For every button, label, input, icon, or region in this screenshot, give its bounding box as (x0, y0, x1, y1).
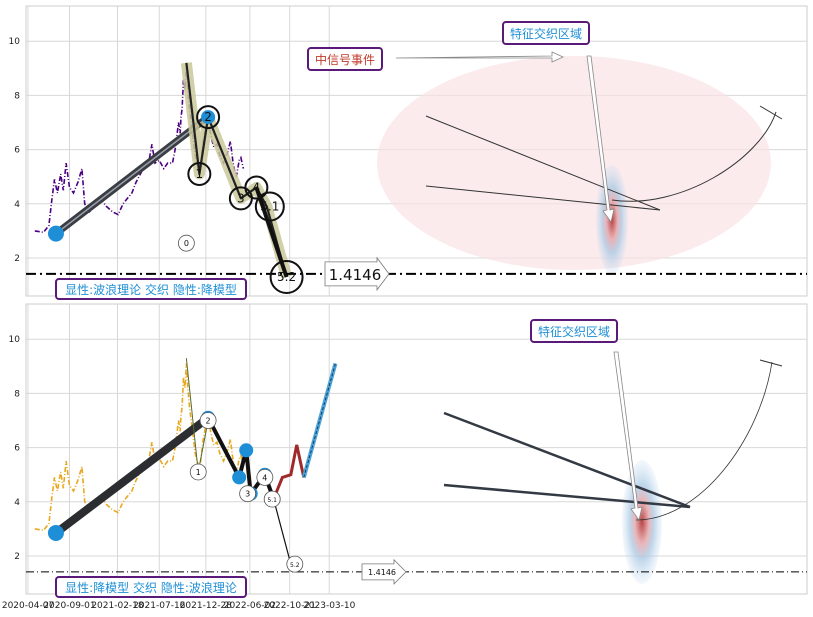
bottom-wave-marker-label: 0 (184, 239, 189, 248)
bottom-support: 1.4146 (26, 558, 807, 585)
bottom-wave-marker-label: 2 (206, 417, 211, 426)
top-wave-marker-ring (244, 175, 269, 200)
bottom-x-tick-label: 2021-12-28 (180, 601, 233, 611)
bot-y-tick-label: 8 (14, 389, 20, 399)
bottom-plot-frame (25, 303, 808, 595)
bot-support-arrow (361, 558, 407, 585)
top-wave-marker-ring (196, 105, 221, 130)
top-main-trend-highlight (55, 116, 209, 235)
bottom-wave-marker-label: 5.2 (290, 562, 300, 569)
bottom-y-ticks: 2 4 6 8 10 (9, 335, 21, 562)
bottom-red-projection (272, 444, 306, 500)
bottom-wave-marker-ring (263, 490, 281, 508)
bottom-x-tick-label: 2021-07-16 (133, 601, 186, 611)
bot-y-tick-label: 6 (14, 444, 20, 454)
top-wave-marker-label: 2 (204, 110, 212, 124)
bottom-x-tick-label: 2021-02-18 (91, 601, 144, 611)
bottom-blue-point (232, 470, 247, 485)
top-target-glow (596, 165, 628, 275)
top-zone-arrow (586, 55, 615, 223)
top-wave-marker-ring (187, 161, 212, 186)
top-peak-point (201, 110, 216, 125)
bottom-wave-marker-label: 3 (245, 490, 250, 499)
bottom-x-tick-label: 2022-10-21 (264, 601, 316, 611)
bottom-x-tick-label: 2020-04-07 (2, 601, 54, 611)
bottom-target-glow (622, 460, 662, 584)
top-support: 1.4146 (26, 256, 807, 292)
top-y-tick-label: 8 (14, 91, 20, 101)
bottom-x-tick-label: 2020-09-01 (43, 601, 95, 611)
bottom-projection-cap (759, 359, 783, 367)
bottom-wave-marker-ring (189, 463, 207, 481)
top-projection-arc (611, 111, 777, 202)
bottom-x-tick-label: 2023-03-10 (303, 601, 356, 611)
top-legend-label: 显性:波浪理论 交织 隐性:降模型 (65, 282, 237, 297)
top-projection-cap (759, 105, 783, 120)
bottom-annotations (443, 351, 783, 521)
bottom-blue-projection (301, 363, 338, 478)
top-y-tick-label: 10 (9, 37, 21, 47)
top-support-arrow (324, 256, 390, 292)
bottom-x-ticks: 2020-04-072020-09-012021-02-182021-07-16… (2, 601, 356, 611)
top-annotations (395, 51, 783, 223)
top-support-value: 1.4146 (329, 266, 382, 284)
bot-y-tick-label: 10 (9, 335, 21, 345)
top-support-trend-line (425, 185, 661, 211)
bottom-projection (272, 363, 338, 500)
bot-support-value: 1.4146 (368, 568, 396, 577)
bottom-support-trend-line (443, 483, 691, 509)
bot-y-tick-label: 4 (14, 498, 20, 508)
bottom-projection-arc (635, 361, 773, 521)
top-y-tick-label: 4 (14, 200, 20, 210)
top-y-tick-label: 6 (14, 146, 20, 156)
bottom-x-tick-label: 2022-06-02 (224, 601, 276, 611)
top-y-tick-label: 2 (14, 254, 20, 264)
bottom-wave-marker-ring (177, 234, 195, 252)
bottom-wave-marker-ring (199, 412, 217, 429)
bottom-zone-arrow (613, 351, 643, 521)
bottom-main-trend (51, 413, 213, 537)
bottom-wave-marker-ring (239, 485, 257, 503)
bottom-legend-label: 显性:降模型 交织 隐性:波浪理论 (65, 580, 237, 595)
bottom-wave-marker-label: 4 (262, 473, 267, 482)
top-pink-zone (377, 56, 771, 270)
bottom-blue-point (47, 524, 64, 541)
bottom-zone-label: 特征交织区域 (538, 324, 610, 339)
top-wave-marker-label: 3 (237, 191, 245, 205)
bottom-resistance-line (443, 411, 691, 509)
top-wave-marker-label: 1 (196, 167, 204, 181)
top-start-point (47, 225, 64, 242)
top-zone-label-box: 特征交织区域 (502, 21, 590, 45)
bottom-wave-marker-label: 1 (196, 468, 201, 477)
top-event-arrow (395, 51, 564, 63)
top-event-label-box: 中信号事件 (307, 47, 383, 71)
bottom-wave-marker-label: 5.1 (267, 497, 277, 504)
bottom-legend-box: 显性:降模型 交织 隐性:波浪理论 (55, 576, 247, 598)
bottom-blue-point (239, 443, 254, 458)
top-event-label: 中信号事件 (315, 52, 375, 67)
bottom-zone-label-box: 特征交织区域 (530, 319, 618, 343)
top-wave-marker-ring (269, 259, 304, 294)
bottom-wave-marker-ring (286, 555, 304, 573)
bot-y-tick-label: 2 (14, 552, 20, 562)
top-wave-lines (52, 62, 292, 279)
top-resistance-line (425, 115, 661, 211)
top-wave-path (185, 62, 288, 278)
top-zone-label: 特征交织区域 (510, 26, 582, 41)
bottom-final-leg (273, 498, 292, 565)
top-legend-box: 显性:波浪理论 交织 隐性:降模型 (55, 278, 247, 300)
top-wave-marker-label: 5.2 (277, 270, 296, 284)
top-y-ticks: 2 4 6 8 10 (9, 37, 21, 264)
top-wave-marker-ring (254, 191, 285, 222)
bottom-wave-marker-ring (256, 469, 274, 486)
top-wave-marker-label: 5.1 (260, 200, 279, 214)
bottom-wave-markers: 0 1 2 3 4 5.1 5.2 (47, 234, 304, 573)
top-wave-marker-label: 4 (253, 181, 261, 195)
top-wave-markers: 0 1 2 34 5.1 5.2 (47, 105, 304, 294)
